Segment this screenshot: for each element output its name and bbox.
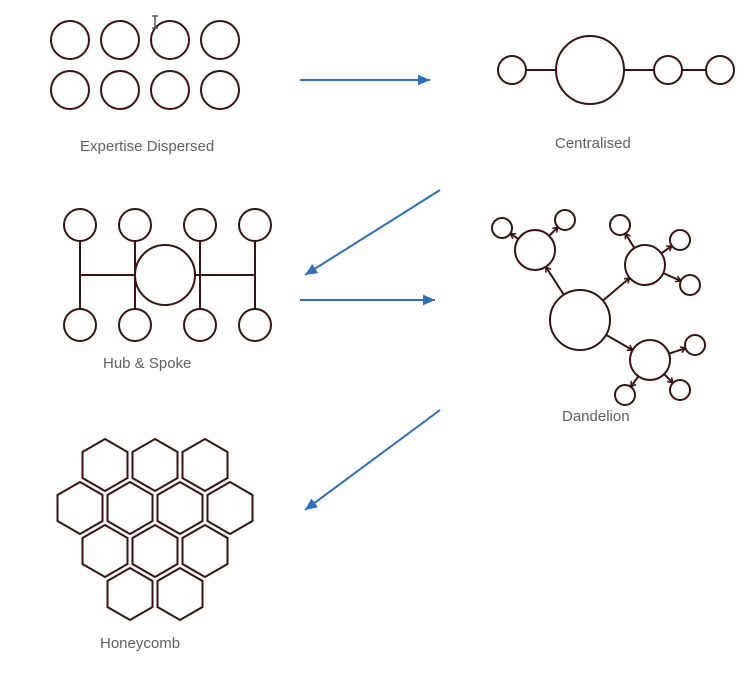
arrows-layer [0,0,750,679]
diagram-stage: Expertise Dispersed Centralised Hub & Sp… [0,0,750,679]
